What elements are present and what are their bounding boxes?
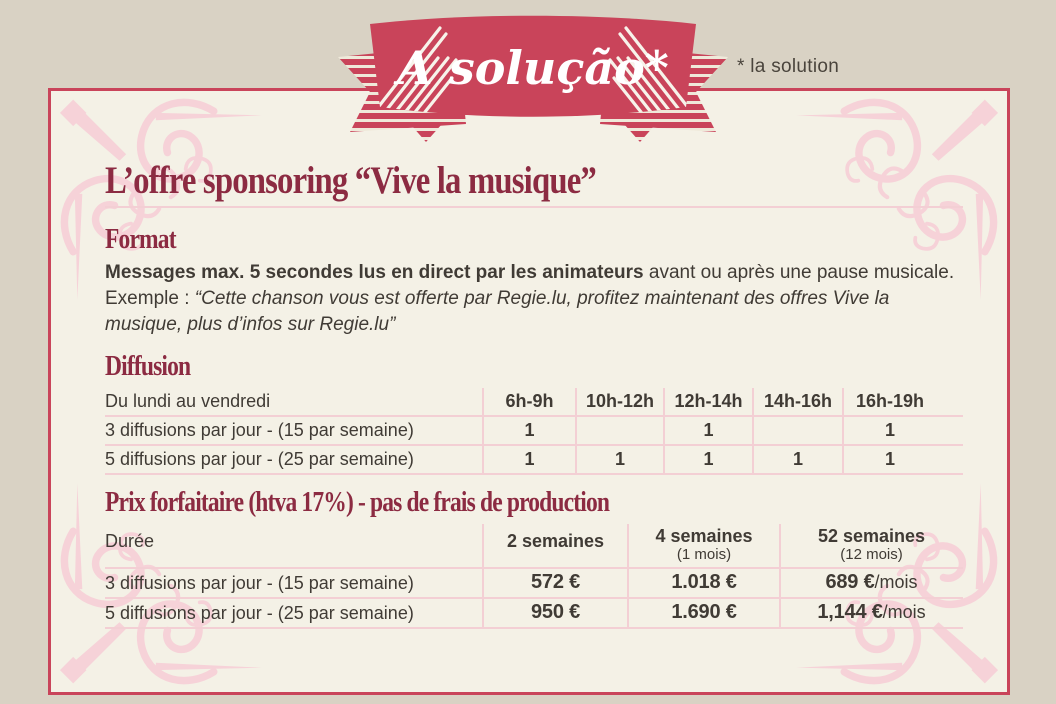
diffusion-value: 1 xyxy=(703,420,714,440)
table-rule xyxy=(105,567,963,569)
pricing-row-label: 3 diffusions par jour - (15 par semaine) xyxy=(105,573,414,593)
price-value: 689 €/mois xyxy=(780,571,963,594)
timeslot-header: 14h-16h xyxy=(763,391,833,411)
price-value: 1.018 € xyxy=(628,571,780,594)
price-column-subheader: (1 mois) xyxy=(676,546,732,563)
price-amount: 1,144 € xyxy=(817,601,883,623)
duration-header-label: Durée xyxy=(105,531,155,551)
diffusion-value: 1 xyxy=(792,449,803,469)
price-value: 572 € xyxy=(483,571,628,594)
table-rule xyxy=(105,627,963,629)
table-rule xyxy=(105,415,963,417)
format-paragraph: Messages max. 5 secondes lus en direct p… xyxy=(105,260,965,338)
price-value: 1.690 € xyxy=(628,601,780,624)
format-bold-text: Messages max. 5 secondes lus en direct p… xyxy=(105,262,644,283)
table-divider xyxy=(482,524,484,628)
diffusion-value: 1 xyxy=(614,449,625,469)
pricing-table: Durée 2 semaines 4 semaines (1 mois) 52 … xyxy=(105,524,963,629)
diffusion-value: 1 xyxy=(884,420,895,440)
table-rule xyxy=(105,444,963,446)
table-divider xyxy=(842,388,844,474)
title-underline xyxy=(105,206,963,208)
price-column-header: 2 semaines xyxy=(506,531,605,551)
price-suffix: /mois xyxy=(874,572,918,592)
ribbon-banner: A solução* xyxy=(338,15,728,142)
table-rule xyxy=(105,473,963,475)
timeslot-header: 16h-19h xyxy=(855,391,925,411)
format-regular-text: avant ou après une pause musicale. xyxy=(643,262,955,283)
price-column-header: 52 semaines xyxy=(817,526,926,546)
example-label: Exemple : xyxy=(105,288,195,309)
price-amount: 950 € xyxy=(530,601,581,623)
price-column-subheader: (12 mois) xyxy=(840,546,903,563)
price-suffix: /mois xyxy=(882,602,926,622)
price-amount: 1.690 € xyxy=(671,601,737,623)
section-heading-pricing: Prix forfaitaire (htva 17%) - pas de fra… xyxy=(105,487,610,518)
diffusion-value: 1 xyxy=(884,449,895,469)
price-amount: 572 € xyxy=(530,571,581,593)
diffusion-row-label: 3 diffusions par jour - (15 par semaine) xyxy=(105,420,414,440)
content-card xyxy=(48,88,1010,695)
price-value: 950 € xyxy=(483,601,628,624)
timeslot-header: 10h-12h xyxy=(585,391,655,411)
section-heading-format: Format xyxy=(105,224,177,255)
table-rule xyxy=(105,597,963,599)
diffusion-table: Du lundi au vendredi 6h-9h 10h-12h 12h-1… xyxy=(105,388,963,475)
diffusion-value: 1 xyxy=(524,420,535,440)
price-value: 1,144 €/mois xyxy=(780,601,963,624)
ribbon-hatch-stripes xyxy=(374,26,692,117)
diffusion-value: 1 xyxy=(524,449,535,469)
price-column-header: 4 semaines xyxy=(655,526,753,546)
page-title: L’offre sponsoring “Vive la musique” xyxy=(105,159,597,202)
example-quote: “Cette chanson vous est offerte par Regi… xyxy=(105,288,890,335)
ribbon-footnote: * la solution xyxy=(737,56,840,77)
diffusion-row-label: 5 diffusions par jour - (25 par semaine) xyxy=(105,449,414,469)
section-heading-diffusion: Diffusion xyxy=(105,351,191,382)
diffusion-value: 1 xyxy=(703,449,714,469)
diffusion-header-label: Du lundi au vendredi xyxy=(105,391,271,411)
ribbon-title: A solução* xyxy=(393,41,669,95)
table-divider xyxy=(482,388,484,474)
price-amount: 1.018 € xyxy=(671,571,737,593)
table-divider xyxy=(663,388,665,474)
price-amount: 689 € xyxy=(825,571,875,593)
table-divider xyxy=(575,388,577,474)
timeslot-header: 12h-14h xyxy=(674,391,743,411)
table-divider xyxy=(779,524,781,628)
timeslot-header: 6h-9h xyxy=(505,391,554,411)
table-divider xyxy=(752,388,754,474)
pricing-row-label: 5 diffusions par jour - (25 par semaine) xyxy=(105,603,414,623)
ribbon-band xyxy=(370,15,696,117)
table-divider xyxy=(627,524,629,628)
